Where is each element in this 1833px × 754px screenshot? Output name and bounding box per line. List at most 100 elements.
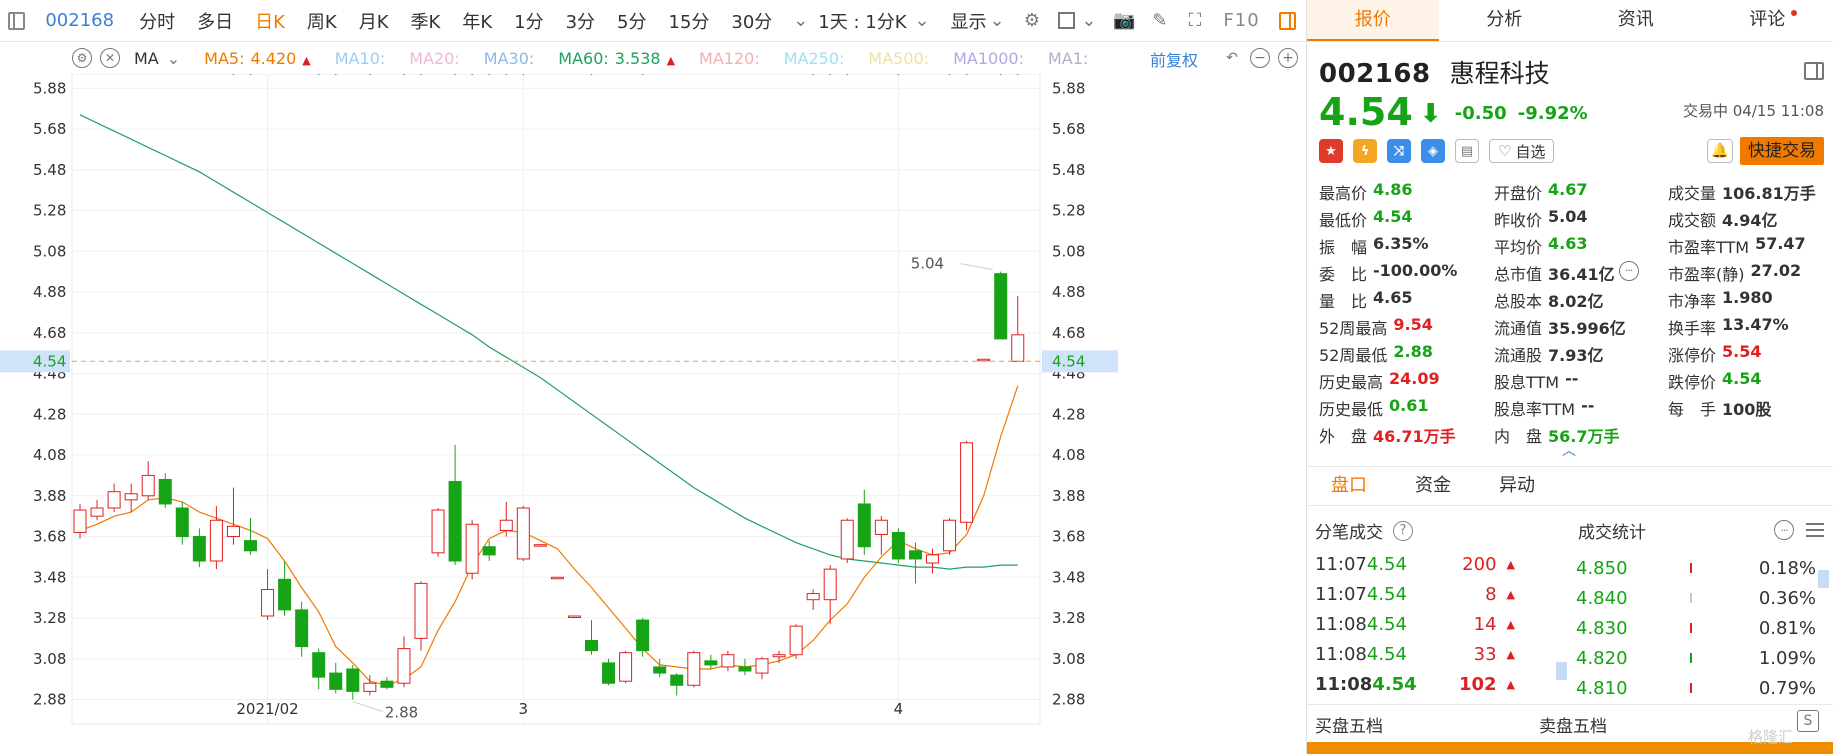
add-watchlist-button[interactable]: ♡ 自选	[1489, 139, 1555, 163]
display-dropdown[interactable]: 显示	[950, 11, 987, 33]
order-book-header: 买盘五档 卖盘五档 S	[1307, 704, 1833, 738]
chevron-down-icon[interactable]: ⌄	[914, 10, 930, 31]
ma-legend-item[interactable]: MA250:	[784, 49, 845, 68]
period-tab[interactable]: 月K	[358, 11, 389, 33]
period-tab[interactable]: 周K	[306, 11, 337, 33]
sub-tab[interactable]: 资金	[1415, 475, 1451, 496]
ma-legend-item[interactable]: MA500:	[868, 49, 929, 68]
quote-value: 24.09	[1389, 368, 1440, 388]
quote-label: 历史最高	[1319, 372, 1384, 392]
pencil-icon[interactable]: ✎	[1152, 10, 1168, 31]
bell-icon[interactable]: 🔔	[1707, 139, 1733, 163]
candlestick-chart[interactable]: 5.88 5.88 5.68 5.68 5.48 5.48 5.28 5.28 5.08 5.08…	[0, 74, 1306, 754]
ma-legend-item[interactable]: MA1000:	[953, 49, 1024, 68]
left-panel-toggle-icon[interactable]	[8, 11, 26, 30]
candle-up	[755, 658, 769, 674]
y-tick-right: 5.28	[1052, 202, 1085, 220]
more-icon[interactable]: ···	[1618, 260, 1639, 281]
right-panel-toggle-icon[interactable]	[1278, 11, 1297, 30]
period-tab[interactable]: 年K	[462, 11, 493, 33]
tab-1[interactable]: 分析	[1439, 0, 1571, 41]
stock-code-link[interactable]: 002168	[45, 10, 115, 31]
square-shape-icon[interactable]	[1056, 10, 1077, 32]
chevron-down-icon[interactable]: ⌄	[1081, 10, 1097, 31]
tab-0[interactable]: 报价	[1307, 0, 1439, 41]
quote-value: 100股	[1722, 399, 1772, 419]
lightning-icon[interactable]: ϟ	[1353, 139, 1377, 163]
s-badge-icon[interactable]: S	[1797, 710, 1819, 732]
quote-label: 最高价	[1319, 183, 1368, 203]
ma-legend-item[interactable]: MA60: 3.538 ▲	[558, 49, 675, 68]
candle-down	[670, 674, 684, 686]
help-icon[interactable]: ?	[1393, 520, 1413, 541]
period-tab[interactable]: 分时	[139, 11, 176, 33]
undo-icon[interactable]: ↶	[1226, 50, 1238, 66]
candle-up	[943, 519, 957, 552]
tab-2[interactable]: 资讯	[1570, 0, 1702, 41]
ma-legend-item[interactable]: MA1:	[1048, 49, 1088, 68]
stats-actions: ···	[1770, 520, 1824, 540]
trade-price: 4.54	[1366, 613, 1407, 635]
f10-button[interactable]: F10	[1223, 10, 1260, 31]
period-tab[interactable]: 30分	[731, 11, 773, 33]
ma-label: MA20:	[409, 48, 460, 68]
ma-selector[interactable]: MA	[134, 48, 159, 68]
period-tab[interactable]: 季K	[410, 11, 441, 33]
camera-icon[interactable]: 📷	[1113, 10, 1136, 31]
shuffle-icon[interactable]: ⤨	[1387, 139, 1411, 163]
period-tab[interactable]: 1分	[514, 11, 544, 33]
close-icon[interactable]: ✕	[100, 48, 120, 68]
x-tick-label: 4	[894, 700, 904, 718]
gear-icon[interactable]: ⚙	[72, 48, 92, 68]
y-tick-left: 4.28	[33, 405, 66, 423]
quote-cell: 52周最高 9.54	[1319, 315, 1494, 339]
scroll-indicator[interactable]	[1818, 570, 1829, 588]
quote-cell: 市盈率(静) 27.02	[1668, 261, 1833, 285]
chevron-down-icon[interactable]: ⌄	[793, 10, 809, 31]
minute-period-dropdown[interactable]: 1天 : 1分K	[818, 11, 907, 33]
chevron-down-icon[interactable]: ⌄	[989, 10, 1005, 31]
tab-3[interactable]: 评论	[1702, 0, 1833, 41]
period-tab[interactable]: 3分	[565, 11, 596, 33]
quote-label: 市盈率(静)	[1668, 264, 1745, 284]
quick-trade-button[interactable]: 快捷交易	[1740, 137, 1824, 165]
ma-legend-item[interactable]: MA10:	[335, 49, 386, 68]
ma-legend-item[interactable]: MA20:	[409, 49, 460, 68]
quote-cell: 跌停价 4.54	[1668, 369, 1833, 393]
zoom-out-icon[interactable]: −	[1250, 48, 1270, 68]
y-tick-left: 4.68	[33, 324, 66, 342]
tag-icon[interactable]: ◈	[1421, 139, 1445, 163]
ma-legend-item[interactable]: MA30:	[484, 49, 535, 68]
trade-volume: 102	[1458, 673, 1497, 695]
bookmark-icon[interactable]: ▤	[1455, 139, 1479, 163]
fullscreen-icon[interactable]: ⛶	[1188, 10, 1202, 31]
stats-price: 4.810	[1576, 677, 1628, 699]
zoom-in-icon[interactable]: +	[1278, 48, 1298, 68]
period-tab[interactable]: 5分	[617, 11, 647, 33]
list-icon[interactable]	[1806, 523, 1824, 537]
stats-bar	[1690, 563, 1692, 573]
quote-label: 开盘价	[1494, 183, 1543, 203]
period-tab[interactable]: 15分	[668, 11, 710, 33]
down-arrow-icon: ⬇	[1419, 99, 1442, 129]
sub-tab[interactable]: 异动	[1499, 475, 1535, 496]
tab-label: 资讯	[1617, 9, 1654, 30]
collapse-icon[interactable]: ︿	[1562, 443, 1576, 459]
chevron-down-icon[interactable]: ⌄	[166, 48, 181, 68]
ma-legend-item[interactable]: MA120:	[699, 49, 760, 68]
adjust-mode-dropdown[interactable]: 前复权	[1150, 51, 1199, 70]
period-tab[interactable]: 多日	[197, 11, 234, 33]
scroll-indicator[interactable]	[1556, 662, 1567, 680]
price-change: -0.50	[1454, 103, 1507, 124]
quote-value: 4.67	[1548, 179, 1588, 199]
trades-header: 分笔成交 ?	[1315, 518, 1413, 543]
sidebar-icon[interactable]	[1804, 62, 1824, 80]
ma-legend-item[interactable]: MA5: 4.420 ▲	[204, 49, 311, 68]
china-flag-icon[interactable]: ★	[1319, 139, 1343, 163]
gear-icon[interactable]: ⚙	[1023, 10, 1041, 31]
period-tab[interactable]: 日K	[255, 11, 285, 33]
more-icon[interactable]: ···	[1774, 520, 1794, 540]
sell-book-label: 卖盘五档	[1539, 717, 1607, 737]
sub-tab[interactable]: 盘口	[1331, 475, 1367, 496]
quote-row: 量 比 4.65 总股本 8.02亿 市净率 1.980	[1319, 286, 1833, 313]
